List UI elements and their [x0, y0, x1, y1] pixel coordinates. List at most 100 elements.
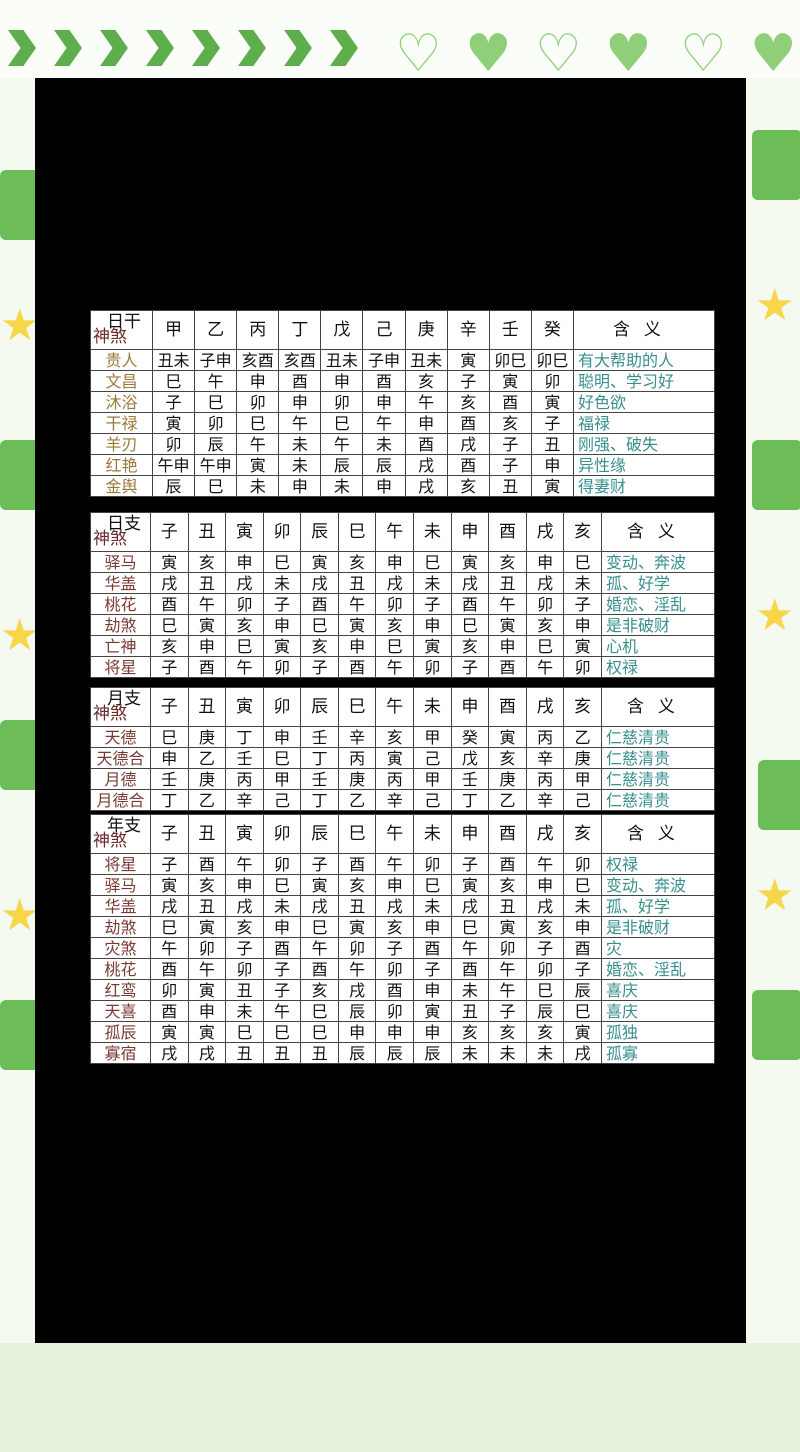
table-cell: 巳	[525, 635, 565, 657]
table-cell: 寅	[187, 916, 227, 938]
table-cell: 亥	[488, 412, 532, 434]
heart-decoration-icon: ♡	[680, 24, 727, 84]
row-label: 孤辰	[90, 1021, 151, 1043]
table-cell: 巳	[225, 1021, 264, 1043]
corner-top-label: 日干	[107, 312, 141, 332]
table-cell: 申	[525, 874, 565, 896]
table-row: 干禄寅卯巳午巳午申酉亥子福禄	[90, 412, 715, 434]
table-cell: 卯	[151, 433, 196, 455]
table-row: 文昌巳午申酉申酉亥子寅卯聪明、学习好	[90, 370, 715, 392]
table-cell: 寅	[187, 1021, 227, 1043]
meaning-header: 含义	[572, 310, 715, 350]
table-cell: 亥	[450, 635, 490, 657]
table-cell: 巳	[563, 551, 602, 573]
table-cell: 亥	[187, 551, 227, 573]
table-cell: 午	[187, 958, 227, 980]
table-cell: 午申	[194, 454, 238, 476]
table-cell: 亥	[525, 916, 565, 938]
row-label: 将星	[90, 656, 151, 678]
table-cell: 寅	[150, 874, 189, 896]
column-header: 寅	[225, 687, 264, 727]
table-cell: 午	[225, 853, 264, 875]
table-cell: 辰	[337, 1042, 377, 1064]
table-cell: 亥酉	[236, 349, 280, 371]
table-cell: 亥	[375, 726, 415, 748]
table-cell: 卯	[563, 656, 602, 678]
heart-decoration-icon: ♡	[395, 24, 442, 84]
column-header: 子	[150, 512, 189, 552]
table-cell: 未	[278, 433, 322, 455]
table-cell: 卯	[262, 853, 302, 875]
table-cell: 甲	[413, 768, 452, 790]
column-header: 辛	[446, 310, 490, 350]
table-cell: 午申	[151, 454, 196, 476]
table-cell: 丑	[300, 1042, 339, 1064]
meaning-cell: 仁慈清贵	[600, 768, 715, 790]
table-cell: 亥	[337, 551, 377, 573]
table-cell: 巳	[300, 1021, 339, 1043]
table-cell: 申	[530, 454, 574, 476]
column-header: 未	[413, 512, 452, 552]
column-header: 亥	[563, 814, 602, 854]
row-label: 桃花	[90, 958, 151, 980]
row-label: 亡神	[90, 635, 151, 657]
row-label: 红艳	[90, 454, 153, 476]
table-cell: 卯	[225, 958, 264, 980]
table-cell: 卯	[563, 853, 602, 875]
table-cell: 戌	[404, 475, 448, 497]
table-cell: 寅	[413, 1000, 452, 1022]
table-cell: 巳	[525, 979, 565, 1001]
meaning-cell: 孤独	[600, 1021, 715, 1043]
table-cell: 亥	[187, 874, 227, 896]
row-label: 干禄	[90, 412, 153, 434]
row-label: 天德	[90, 726, 151, 748]
table-cell: 戌	[150, 572, 189, 594]
table-cell: 戌	[337, 979, 377, 1001]
table-cell: 申	[278, 391, 322, 413]
table-cell: 午	[300, 937, 339, 959]
table-cell: 申	[413, 614, 452, 636]
table-cell: 午	[375, 853, 415, 875]
table-cell: 子	[413, 593, 452, 615]
table-cell: 酉	[488, 656, 527, 678]
table-cell: 午	[262, 1000, 302, 1022]
table-row: 驿马寅亥申巳寅亥申巳寅亥申巳变动、奔波	[90, 551, 715, 573]
table-cell: 酉	[337, 656, 377, 678]
column-header: 丑	[187, 512, 227, 552]
table-cell: 申	[375, 1021, 415, 1043]
table-cell: 寅	[450, 874, 490, 896]
table-cell: 乙	[187, 789, 227, 811]
table-cell: 午	[150, 937, 189, 959]
table-row: 劫煞巳寅亥申巳寅亥申巳寅亥申是非破财	[90, 916, 715, 938]
corner-header-cell: 日支 神煞	[90, 512, 151, 552]
row-label: 将星	[90, 853, 151, 875]
table-cell: 寅	[337, 916, 377, 938]
column-header: 戌	[525, 512, 565, 552]
table-cell: 寅	[446, 349, 490, 371]
table-cell: 申	[150, 747, 189, 769]
table-cell: 酉	[375, 979, 415, 1001]
table-cell: 申	[375, 551, 415, 573]
table-cell: 酉	[262, 937, 302, 959]
table-cell: 亥	[525, 1021, 565, 1043]
table-cell: 庚	[563, 747, 602, 769]
table-row: 华盖戌丑戌未戌丑戌未戌丑戌未孤、好学	[90, 572, 715, 594]
column-header: 亥	[563, 687, 602, 727]
table-cell: 酉	[362, 370, 406, 392]
table-cell: 午	[404, 391, 448, 413]
table-cell: 戌	[525, 572, 565, 594]
table-cell: 甲	[262, 768, 302, 790]
row-label: 驿马	[90, 551, 151, 573]
table-cell: 子	[150, 656, 189, 678]
meaning-cell: 有大帮助的人	[572, 349, 715, 371]
gift-box-icon	[752, 130, 800, 200]
corner-top-label: 日支	[107, 514, 141, 534]
table-cell: 壬	[450, 768, 490, 790]
table-cell: 寅	[530, 391, 574, 413]
table-cell: 亥	[446, 475, 490, 497]
table-cell: 丑	[337, 572, 377, 594]
table-cell: 丁	[450, 789, 490, 811]
table-cell: 申	[262, 614, 302, 636]
table-cell: 子	[450, 656, 490, 678]
table-cell: 卯	[236, 391, 280, 413]
